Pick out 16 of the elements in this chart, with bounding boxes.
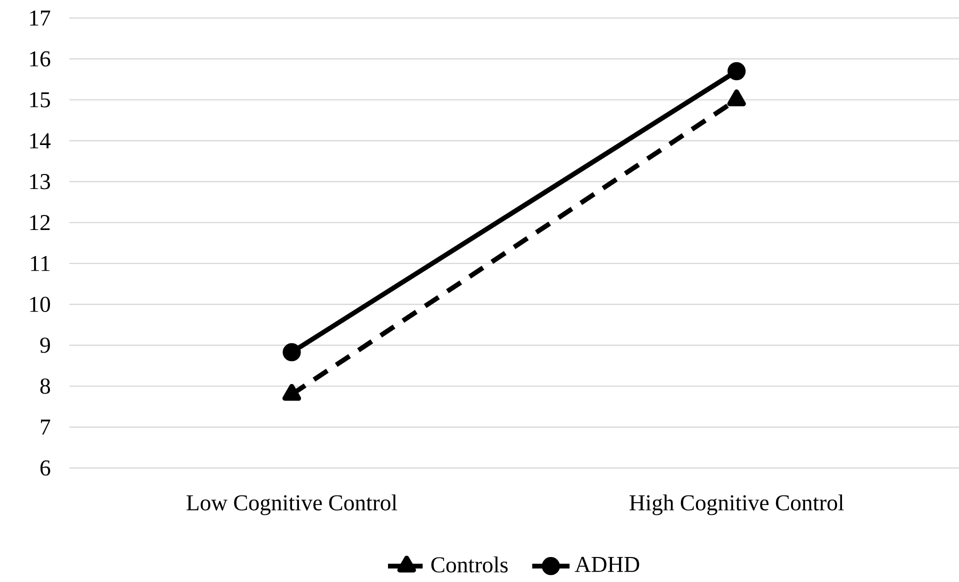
y-tick-label: 13 bbox=[30, 174, 50, 190]
x-tick-label: Low Cognitive Control bbox=[186, 494, 398, 516]
y-tick-label: 11 bbox=[31, 256, 50, 271]
legend-label: Controls bbox=[431, 556, 508, 572]
y-tick-label: 8 bbox=[40, 378, 50, 394]
legend-label: ADHD bbox=[574, 556, 640, 572]
y-tick-label: 16 bbox=[30, 51, 50, 67]
y-tick-label: 15 bbox=[30, 92, 50, 108]
y-tick-label: 6 bbox=[40, 460, 50, 476]
x-tick-label: High Cognitive Control bbox=[630, 494, 844, 516]
y-tick-label: 10 bbox=[30, 296, 50, 312]
y-tick-label: 12 bbox=[30, 215, 50, 230]
y-tick-label: 17 bbox=[30, 10, 50, 26]
y-tick-label: 7 bbox=[41, 420, 50, 435]
y-tick-label: 14 bbox=[30, 133, 50, 148]
y-tick-label: 9 bbox=[40, 338, 50, 353]
